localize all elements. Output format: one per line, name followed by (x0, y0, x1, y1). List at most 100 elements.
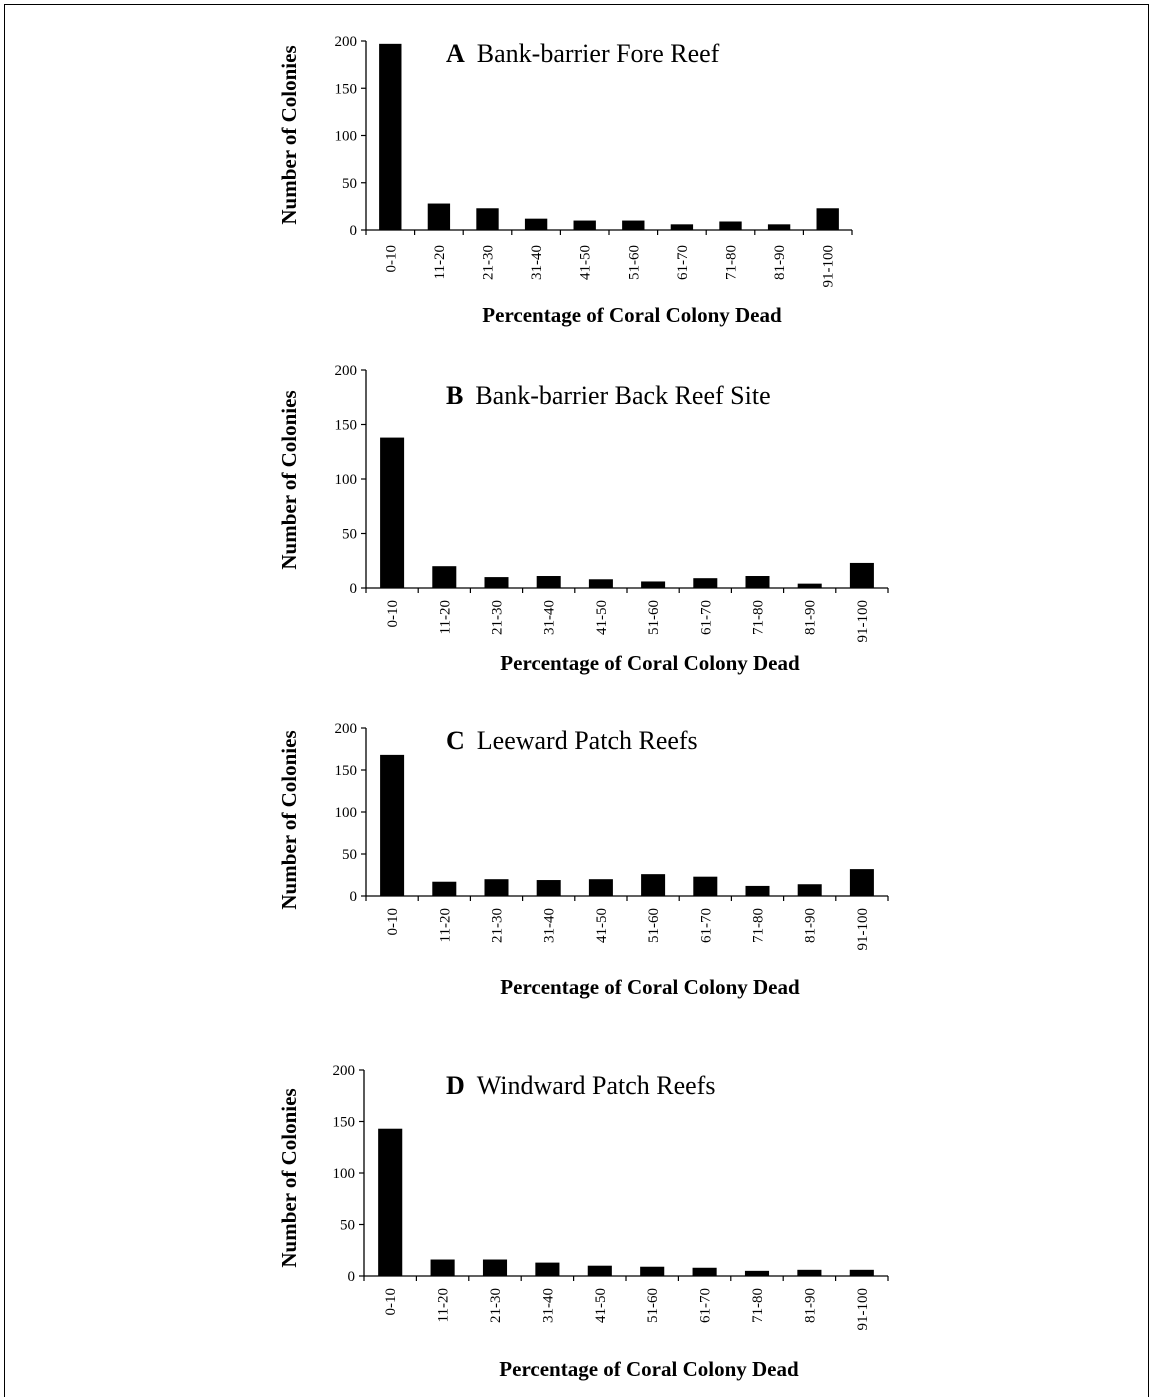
bar-31-40 (524, 218, 548, 230)
x-category-label: 91-100 (855, 600, 871, 643)
x-axis-label: Percentage of Coral Colony Dead (499, 1357, 799, 1381)
x-category-label: 61-70 (698, 1288, 714, 1323)
x-category-label: 51-60 (646, 908, 662, 943)
panel-letter: B (446, 381, 463, 410)
bar-61-70 (693, 876, 718, 896)
y-tick-label: 150 (333, 1115, 356, 1131)
panel-title-text: Bank-barrier Fore Reef (477, 39, 720, 68)
bar-31-40 (535, 1262, 560, 1276)
bar-11-20 (432, 881, 457, 896)
bar-61-70 (692, 1267, 717, 1276)
x-category-label: 0-10 (383, 245, 399, 273)
bar-91-100 (816, 208, 839, 230)
x-category-label: 41-50 (578, 245, 594, 280)
x-category-label: 0-10 (383, 1288, 399, 1316)
panel-title: C Leeward Patch Reefs (446, 726, 698, 755)
x-category-label: 71-80 (750, 1288, 766, 1323)
x-category-label: 51-60 (626, 245, 642, 280)
y-tick-label: 0 (350, 581, 358, 597)
y-tick-label: 150 (335, 81, 358, 97)
y-tick-label: 50 (340, 1218, 355, 1234)
bar-71-80 (745, 885, 770, 896)
bar-81-90 (797, 1269, 822, 1276)
bar-0-10 (379, 43, 402, 231)
bar-11-20 (432, 566, 457, 588)
x-category-label: 91-100 (821, 245, 837, 288)
x-category-label: 81-90 (772, 245, 788, 280)
y-tick-label: 50 (342, 527, 357, 543)
bar-51-60 (641, 581, 666, 588)
x-category-label: 61-70 (698, 600, 714, 635)
x-category-label: 71-80 (751, 908, 767, 943)
bar-81-90 (767, 224, 791, 230)
y-tick-label: 100 (335, 805, 358, 821)
bar-81-90 (797, 884, 822, 896)
bar-61-70 (670, 224, 694, 230)
bar-71-80 (719, 221, 742, 230)
panel-letter: C (446, 726, 465, 755)
x-category-label: 41-50 (594, 600, 610, 635)
chart-panel-d: 0 50 100 150 200 0-10 11-20 21-30 31-40 41-50 51-6… (277, 1063, 889, 1381)
bar-81-90 (797, 583, 822, 588)
bar-21-30 (484, 879, 509, 896)
x-category-label: 0-10 (385, 908, 401, 936)
x-category-label: 11-20 (436, 1288, 452, 1322)
x-category-label: 0-10 (385, 600, 401, 628)
chart-panel-a: 0 50 100 150 200 0-10 11-20 21-30 31-40 41-50 51-6… (277, 34, 853, 327)
y-tick-label: 100 (335, 129, 358, 145)
bar-21-30 (476, 208, 499, 230)
y-tick-label: 100 (335, 472, 358, 488)
y-axis-label: Number of Colonies (277, 390, 301, 569)
x-category-label: 81-90 (803, 908, 819, 943)
y-tick-label: 200 (335, 363, 358, 379)
bar-0-10 (380, 437, 405, 588)
bar-41-50 (587, 1265, 612, 1276)
bar-91-100 (849, 1269, 874, 1276)
x-category-label: 11-20 (437, 908, 453, 942)
x-axis-label: Percentage of Coral Colony Dead (500, 975, 800, 999)
bar-41-50 (588, 579, 613, 588)
panel-title: B Bank-barrier Back Reef Site (446, 381, 771, 410)
bar-51-60 (641, 874, 666, 896)
x-category-label: 81-90 (803, 600, 819, 635)
y-tick-label: 200 (335, 721, 358, 737)
bar-41-50 (573, 220, 596, 230)
bar-0-10 (380, 754, 405, 896)
x-category-label: 31-40 (542, 600, 558, 635)
bar-11-20 (427, 203, 451, 230)
panel-title: D Windward Patch Reefs (446, 1071, 715, 1100)
bar-51-60 (622, 220, 645, 230)
x-axis-label: Percentage of Coral Colony Dead (500, 651, 800, 675)
bar-71-80 (745, 576, 770, 588)
x-category-label: 21-30 (490, 908, 506, 943)
x-category-label: 11-20 (432, 245, 448, 279)
figure-frame (4, 4, 1149, 1397)
y-tick-label: 200 (333, 1063, 356, 1079)
bar-41-50 (588, 879, 613, 896)
panel-title-text: Windward Patch Reefs (477, 1071, 716, 1100)
x-category-label: 91-100 (855, 1288, 871, 1331)
x-category-label: 31-40 (542, 908, 558, 943)
bar-0-10 (378, 1128, 403, 1276)
y-tick-label: 0 (350, 223, 358, 239)
x-category-label: 21-30 (488, 1288, 504, 1323)
panel-letter: D (446, 1071, 465, 1100)
x-category-label: 11-20 (437, 600, 453, 634)
x-category-label: 71-80 (751, 600, 767, 635)
x-axis-label: Percentage of Coral Colony Dead (482, 303, 782, 327)
y-tick-label: 150 (335, 763, 358, 779)
x-category-label: 61-70 (675, 245, 691, 280)
bar-71-80 (744, 1270, 770, 1276)
panel-title-text: Bank-barrier Back Reef Site (475, 381, 770, 410)
x-category-label: 91-100 (855, 908, 871, 951)
y-axis-label: Number of Colonies (277, 730, 301, 909)
y-axis-label: Number of Colonies (277, 1088, 301, 1267)
y-tick-label: 0 (350, 889, 358, 905)
bar-61-70 (693, 578, 718, 588)
bar-31-40 (536, 576, 561, 588)
y-tick-label: 50 (342, 847, 357, 863)
x-category-label: 21-30 (490, 600, 506, 635)
y-tick-label: 100 (333, 1166, 356, 1182)
bar-91-100 (849, 562, 874, 588)
